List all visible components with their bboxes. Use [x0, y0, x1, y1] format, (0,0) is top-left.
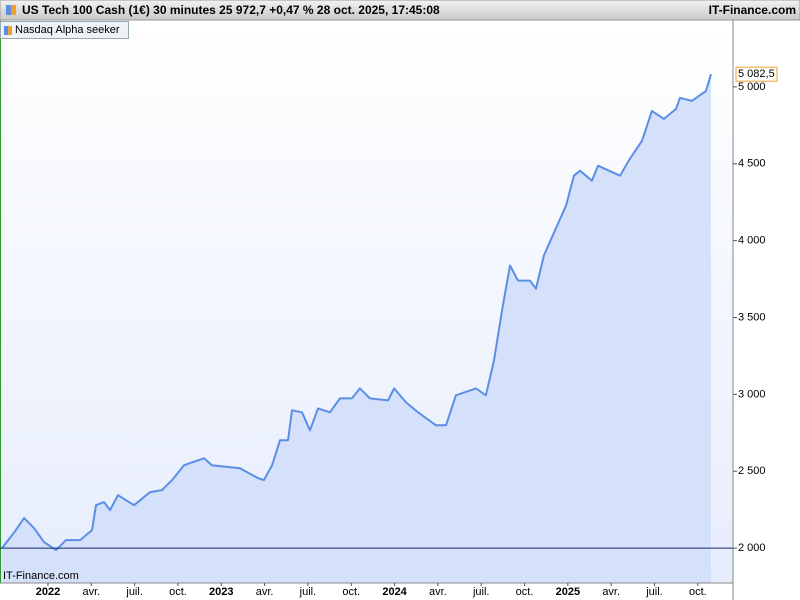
last-value-label: 5 082,5 — [738, 68, 775, 80]
y-tick-label: 3 000 — [738, 388, 766, 400]
x-tick-label: 2024 — [382, 586, 407, 598]
legend-swatch — [4, 26, 8, 35]
header-bar — [0, 0, 800, 21]
y-tick-label: 4 000 — [738, 235, 766, 247]
x-tick-label: juil. — [645, 586, 663, 598]
legend-swatch — [8, 26, 12, 35]
y-axis-area — [733, 20, 800, 600]
header-icon — [6, 5, 11, 15]
x-tick-label: avr. — [256, 586, 274, 598]
x-tick-label: avr. — [602, 586, 620, 598]
y-tick-label: 5 000 — [738, 81, 766, 93]
x-tick-label: 2025 — [556, 586, 580, 598]
x-tick-label: 2022 — [36, 586, 60, 598]
x-tick-label: juil. — [299, 586, 317, 598]
area — [2, 74, 712, 583]
x-tick-label: juil. — [472, 586, 490, 598]
legend — [0, 21, 129, 39]
y-tick-label: 4 500 — [738, 158, 766, 170]
x-tick-label: oct. — [516, 586, 534, 598]
x-tick-label: juil. — [125, 586, 143, 598]
x-tick-label: oct. — [342, 586, 360, 598]
x-tick-label: 2023 — [209, 586, 233, 598]
header-source: IT-Finance.com — [709, 3, 796, 17]
watermark: IT-Finance.com — [3, 570, 79, 582]
last-value-box — [735, 66, 778, 82]
line — [1, 73, 712, 552]
x-tick-label: avr. — [429, 586, 447, 598]
x-tick-label: oct. — [169, 586, 187, 598]
header-title: US Tech 100 Cash (1€) 30 minutes 25 972,… — [22, 3, 440, 17]
y-tick-label: 2 000 — [738, 542, 766, 554]
y-tick-label: 2 500 — [738, 465, 766, 477]
x-tick-label: oct. — [689, 586, 707, 598]
y-tick-label: 3 500 — [738, 311, 766, 323]
x-tick-label: avr. — [82, 586, 100, 598]
header-icon — [11, 5, 16, 15]
legend-label: Nasdaq Alpha seeker — [15, 24, 120, 36]
x-axis-area — [0, 583, 733, 600]
